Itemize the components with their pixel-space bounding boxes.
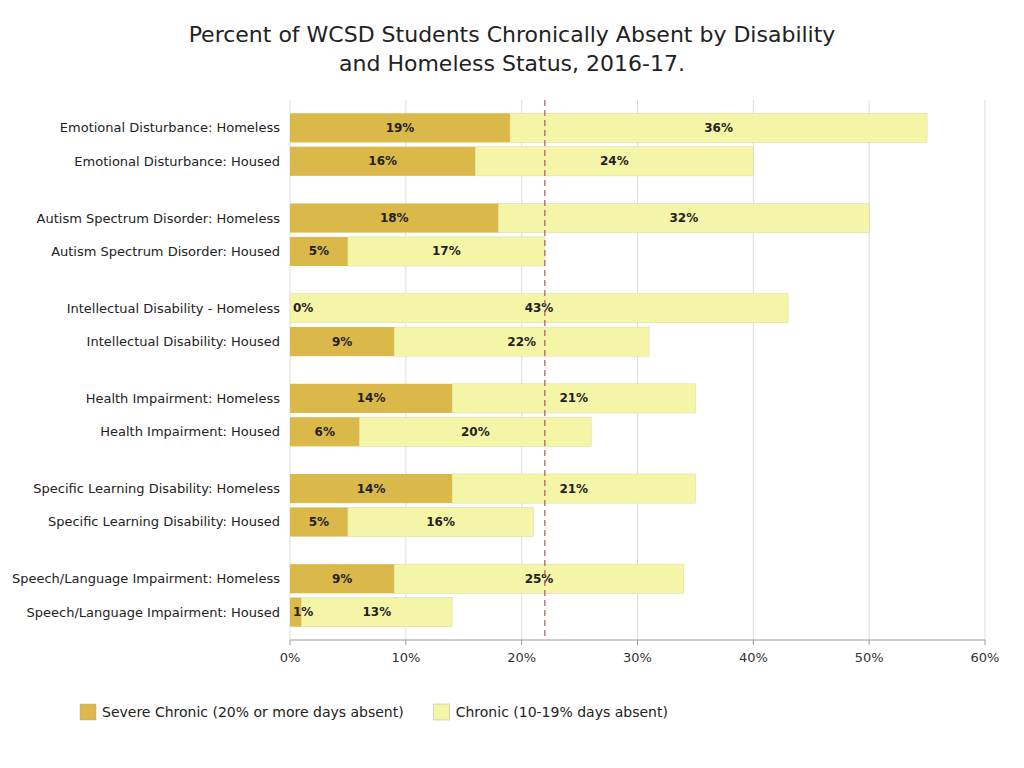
data-label: 20% [461, 425, 490, 439]
reference-line [544, 100, 546, 640]
tick-mark [290, 640, 291, 645]
tick-mark [753, 640, 754, 645]
bar-segment [290, 474, 452, 503]
grid-line [753, 100, 754, 640]
tick-mark [985, 640, 986, 645]
bar-segment [452, 474, 695, 503]
legend-swatch [80, 704, 96, 720]
data-label: 25% [525, 572, 554, 586]
bar-segment [452, 384, 695, 413]
data-label: 17% [432, 244, 461, 258]
category-label: Speech/Language Impairment: Housed [27, 605, 281, 620]
bar-segment [290, 113, 510, 142]
data-label: 9% [332, 335, 352, 349]
axis-line [290, 640, 985, 641]
category-label: Intellectual Disability: Housed [87, 334, 280, 349]
bar-segment [499, 203, 870, 232]
category-label: Health Impairment: Homeless [86, 391, 281, 406]
bars [290, 113, 927, 626]
tick-mark [637, 640, 638, 645]
bar-segment [510, 113, 927, 142]
tick-label: 60% [971, 650, 1000, 665]
legend: Severe Chronic (20% or more days absent)… [80, 704, 668, 720]
bar-segment [290, 384, 452, 413]
bar-segment [360, 417, 592, 446]
tick-mark [521, 640, 522, 645]
data-label: 19% [386, 121, 415, 135]
bar-segment [394, 564, 684, 593]
data-label: 6% [315, 425, 335, 439]
data-label: 32% [669, 211, 698, 225]
grid-line [985, 100, 986, 640]
data-label: 16% [426, 515, 455, 529]
tick-label: 40% [739, 650, 768, 665]
bar-segment [348, 237, 545, 266]
data-label: 22% [507, 335, 536, 349]
bar-segment [290, 294, 788, 323]
bar-segment [290, 203, 499, 232]
tick-mark [405, 640, 406, 645]
data-label: 24% [600, 154, 629, 168]
bar-segment [290, 147, 475, 176]
bar-segment [290, 237, 348, 266]
data-labels: 19% 36% 16% 24% 18% 32% 5% 17% 0% 43% 9% 22% 14% 21% 6… [293, 121, 733, 619]
chart: Percent of WCSD Students Chronically Abs… [0, 0, 1024, 768]
grid-line [290, 100, 291, 640]
category-label: Autism Spectrum Disorder: Housed [51, 244, 280, 259]
data-label: 13% [363, 605, 392, 619]
title-line: Percent of WCSD Students Chronically Abs… [189, 22, 836, 47]
bar-segment [475, 147, 753, 176]
bar-segment [302, 598, 453, 627]
bar-segment [290, 564, 394, 593]
category-label: Specific Learning Disability: Housed [48, 514, 280, 529]
data-label: 21% [559, 482, 588, 496]
category-label: Specific Learning Disability: Homeless [33, 481, 280, 496]
grid-line [869, 100, 870, 640]
data-label: 9% [332, 572, 352, 586]
bar-segment [290, 417, 360, 446]
category-label: Intellectual Disability - Homeless [67, 301, 281, 316]
category-label: Autism Spectrum Disorder: Homeless [37, 211, 281, 226]
data-label: 16% [368, 154, 397, 168]
bar-segment [394, 327, 649, 356]
category-label: Emotional Disturbance: Homeless [60, 120, 280, 135]
tick-label: 20% [507, 650, 536, 665]
grid-line [637, 100, 638, 640]
x-axis: 0% 10% 20% 30% 40% 50% 60% [280, 100, 1000, 665]
grid-line [405, 100, 406, 640]
bar-segment [290, 327, 394, 356]
legend-label: Chronic (10-19% days absent) [456, 704, 668, 720]
data-label: 5% [309, 515, 329, 529]
title: Percent of WCSD Students Chronically Abs… [189, 22, 836, 76]
legend-label: Severe Chronic (20% or more days absent) [102, 704, 404, 720]
tick-label: 30% [623, 650, 652, 665]
data-label: 5% [309, 244, 329, 258]
tick-label: 0% [280, 650, 301, 665]
bar-segment [348, 507, 533, 536]
bar-segment [290, 507, 348, 536]
data-label: 0% [293, 301, 313, 315]
tick-mark [869, 640, 870, 645]
data-label: 14% [357, 391, 386, 405]
tick-label: 10% [391, 650, 420, 665]
title-line: and Homeless Status, 2016-17. [339, 51, 685, 76]
data-label: 1% [293, 605, 313, 619]
data-label: 36% [704, 121, 733, 135]
data-label: 43% [525, 301, 554, 315]
legend-swatch [434, 704, 450, 720]
data-label: 18% [380, 211, 409, 225]
data-label: 14% [357, 482, 386, 496]
data-label: 21% [559, 391, 588, 405]
y-axis: Emotional Disturbance: Homeless Emotional… [12, 120, 280, 619]
category-label: Speech/Language Impairment: Homeless [12, 571, 280, 586]
tick-label: 50% [855, 650, 884, 665]
category-label: Emotional Disturbance: Housed [74, 154, 280, 169]
grid-line [521, 100, 522, 640]
category-label: Health Impairment: Housed [100, 424, 280, 439]
